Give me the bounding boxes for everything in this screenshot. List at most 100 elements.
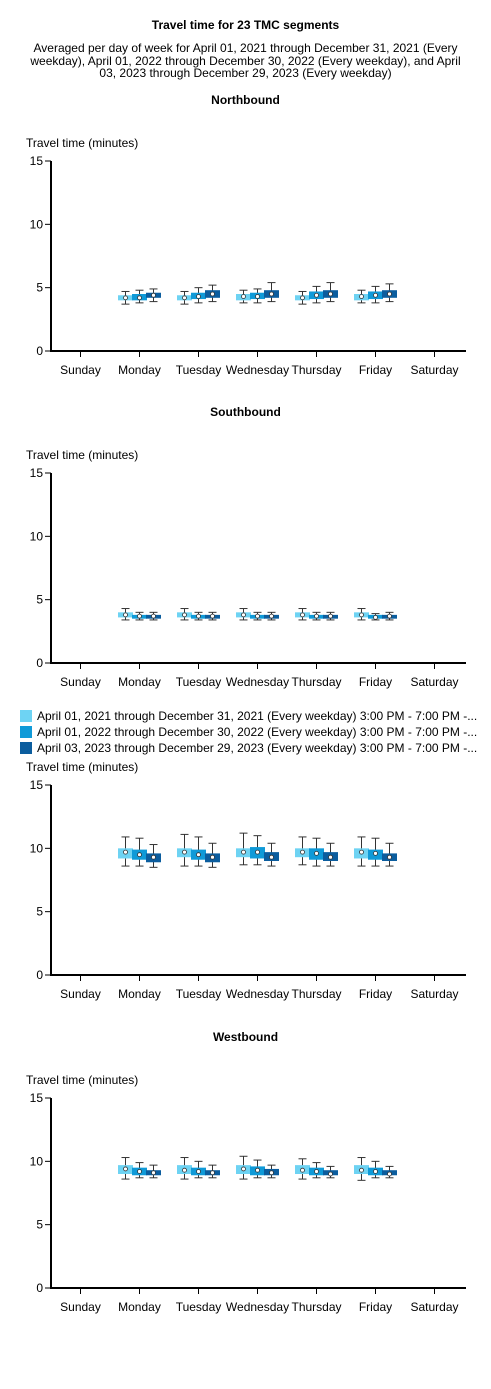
y-tick-label: 0 [36,344,43,358]
median-marker [211,1171,215,1175]
median-marker [256,295,260,299]
box-tuesday-s1 [191,1161,206,1177]
box-friday-s2 [382,612,397,620]
x-tick-label: Thursday [291,675,341,689]
legend-swatch-2023 [20,742,32,754]
median-marker [374,851,378,855]
legend-label-2021: April 01, 2021 through December 31, 2021… [37,708,477,724]
box-tuesday-s2 [205,843,220,867]
legend: April 01, 2021 through December 31, 2021… [20,708,491,756]
box-monday-s1 [132,290,147,303]
median-marker [124,850,128,854]
x-tick-label: Tuesday [176,675,222,689]
box-wednesday-s2 [264,283,279,302]
box-tuesday-s1 [191,612,206,620]
y-axis-label: Travel time (minutes) [26,1073,138,1087]
box-monday-s0 [118,837,133,866]
x-tick-label: Friday [359,363,392,377]
box-tuesday-s2 [205,1165,220,1178]
median-marker [152,855,156,859]
box-thursday-s0 [295,1159,310,1179]
box-friday-s1 [368,614,383,620]
x-tick-label: Friday [359,1300,392,1314]
box-thursday-s1 [309,612,324,620]
x-tick-label: Wednesday [226,1300,289,1314]
median-marker [388,1172,392,1176]
median-marker [242,613,246,617]
median-marker [360,850,364,854]
panel-title: Northbound [211,93,280,107]
y-tick-label: 0 [36,656,43,670]
legend-swatch-2022 [20,726,32,738]
box-thursday-s2 [323,843,338,866]
median-marker [329,1172,333,1176]
box-friday-s2 [382,284,397,302]
box-thursday-s0 [295,837,310,865]
median-marker [211,614,215,618]
median-marker [315,293,319,297]
x-tick-label: Saturday [410,363,458,377]
median-marker [138,853,142,857]
box-monday-s0 [118,291,133,304]
median-marker [270,292,274,296]
box-friday-s0 [354,290,369,303]
x-tick-label: Sunday [60,363,101,377]
median-marker [315,1169,319,1173]
y-tick-label: 15 [30,778,44,792]
box-monday-s0 [118,1158,133,1180]
y-tick-label: 15 [30,1091,44,1105]
legend-item-2023[interactable]: April 03, 2023 through December 29, 2023… [20,740,491,756]
legend-item-2021[interactable]: April 01, 2021 through December 31, 2021… [20,708,491,724]
median-marker [388,292,392,296]
y-tick-label: 5 [36,1218,43,1232]
y-axis-label: Travel time (minutes) [26,136,138,150]
median-marker [329,855,333,859]
median-marker [374,615,378,619]
box-tuesday-s2 [205,285,220,301]
box-thursday-s0 [295,291,310,304]
y-axis-label: Travel time (minutes) [26,760,138,774]
box-wednesday-s0 [236,609,251,620]
box-wednesday-s0 [236,290,251,303]
legend-label-2022: April 01, 2022 through December 30, 2022… [37,724,477,740]
y-tick-label: 5 [36,281,43,295]
x-tick-label: Tuesday [176,363,222,377]
median-marker [138,614,142,618]
median-marker [388,855,392,859]
box-monday-s1 [132,1163,147,1178]
panel-2: Travel time (minutes)051015Sunday Monday T… [26,760,466,1001]
median-marker [138,1169,142,1173]
box-thursday-s1 [309,838,324,866]
box-tuesday-s2 [205,612,220,620]
box-monday-s0 [118,609,133,620]
legend-item-2022[interactable]: April 01, 2022 through December 30, 2022… [20,724,491,740]
x-tick-label: Wednesday [226,987,289,1001]
x-tick-label: Thursday [291,363,341,377]
legend-label-2023: April 03, 2023 through December 29, 2023… [37,740,477,756]
median-marker [152,1171,156,1175]
box-thursday-s2 [323,612,338,620]
median-marker [270,855,274,859]
y-tick-label: 15 [30,466,44,480]
median-marker [197,614,201,618]
box-thursday-s0 [295,609,310,620]
x-tick-label: Friday [359,987,392,1001]
x-tick-label: Tuesday [176,987,222,1001]
median-marker [315,851,319,855]
median-marker [183,1168,187,1172]
x-tick-label: Sunday [60,675,101,689]
x-tick-label: Wednesday [226,675,289,689]
box-thursday-s1 [309,1163,324,1178]
x-tick-label: Wednesday [226,363,289,377]
box-tuesday-s1 [191,288,206,303]
panel-title: Southbound [210,405,281,419]
median-marker [374,1169,378,1173]
box-friday-s2 [382,1166,397,1177]
y-tick-label: 5 [36,905,43,919]
median-marker [183,850,187,854]
median-marker [242,1167,246,1171]
box-thursday-s2 [323,283,338,302]
median-marker [211,855,215,859]
box-wednesday-s2 [264,843,279,866]
y-axis-label: Travel time (minutes) [26,448,138,462]
